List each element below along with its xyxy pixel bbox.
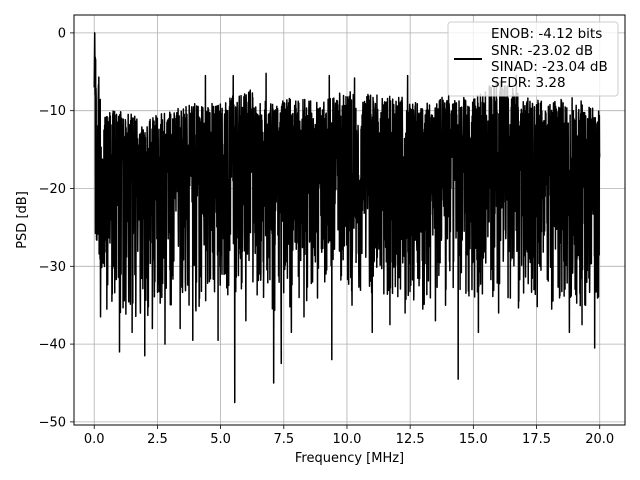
legend-box: [447, 21, 619, 97]
legend-snr: SNR: -23.02 dB: [491, 43, 593, 59]
y-tick-label: −50: [39, 415, 66, 430]
x-tick-label: 2.5: [147, 432, 168, 447]
x-tick-label: 20.0: [585, 432, 614, 447]
y-tick-label: −30: [39, 260, 66, 275]
y-tick-label: 0: [58, 26, 66, 41]
y-tick-label: −40: [39, 338, 66, 353]
x-tick-label: 12.5: [396, 432, 425, 447]
legend-sfdr: SFDR: 3.28: [491, 75, 566, 91]
axis-ticks: 0.0 2.5 5.0 7.5 10.0 12.5 15.0 17.5 20.0 0 −10 −20 −…: [39, 26, 615, 447]
y-tick-label: −10: [39, 104, 66, 119]
legend-enob: ENOB: -4.12 bits: [491, 26, 602, 42]
y-tick-label: −20: [39, 182, 66, 197]
x-tick-label: 17.5: [522, 432, 551, 447]
x-tick-label: 15.0: [459, 432, 488, 447]
legend-sinad: SINAD: -23.04 dB: [491, 59, 608, 75]
x-tick-label: 0.0: [84, 432, 105, 447]
axes-frame: [73, 14, 626, 426]
legend: ENOB: -4.12 bits SNR: -23.02 dB SINAD: -…: [447, 21, 619, 97]
psd-line: [93, 32, 601, 404]
x-axis-label: Frequency [MHz]: [295, 451, 404, 466]
y-axis-label: PSD [dB]: [15, 191, 30, 249]
x-tick-label: 5.0: [210, 432, 231, 447]
x-tick-label: 7.5: [273, 432, 294, 447]
psd-series: [93, 32, 601, 404]
x-tick-label: 10.0: [332, 432, 361, 447]
